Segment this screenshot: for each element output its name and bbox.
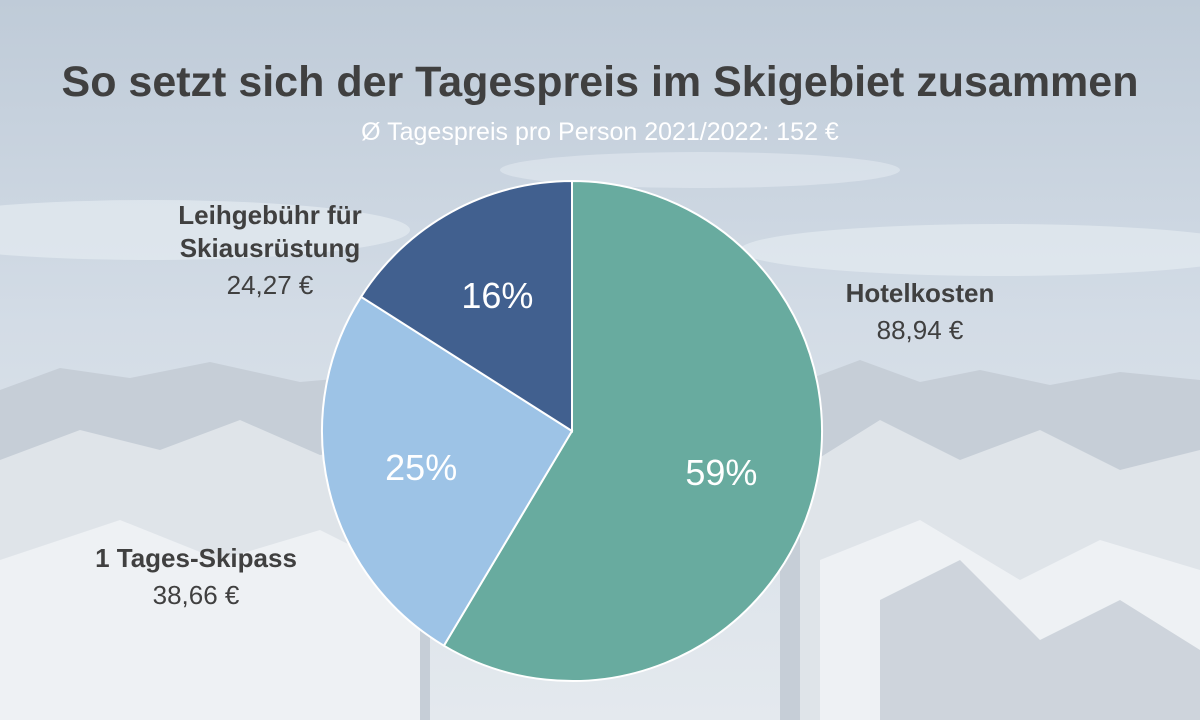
slice-value-label: 24,27 € (227, 270, 314, 300)
slice-percent-label: 16% (461, 275, 533, 316)
pie-slice-2 (359, 179, 573, 433)
slice-category-label: Skiausrüstung (180, 233, 361, 263)
pie-slice-1 (321, 295, 574, 648)
slice-percent-label: 59% (685, 452, 757, 493)
slice-percent-label: 25% (385, 447, 457, 488)
pie-slice-0 (442, 179, 823, 682)
chart-subtitle: Ø Tagespreis pro Person 2021/2022: 152 € (361, 118, 839, 146)
slice-value-label: 38,66 € (153, 580, 240, 610)
slice-category-label: Hotelkosten (846, 278, 995, 308)
chart-title: So setzt sich der Tagespreis im Skigebie… (61, 58, 1139, 106)
slice-category-label: Leihgebühr für (178, 200, 361, 230)
slice-value-label: 88,94 € (877, 315, 964, 345)
slice-category-label: 1 Tages-Skipass (95, 543, 297, 573)
